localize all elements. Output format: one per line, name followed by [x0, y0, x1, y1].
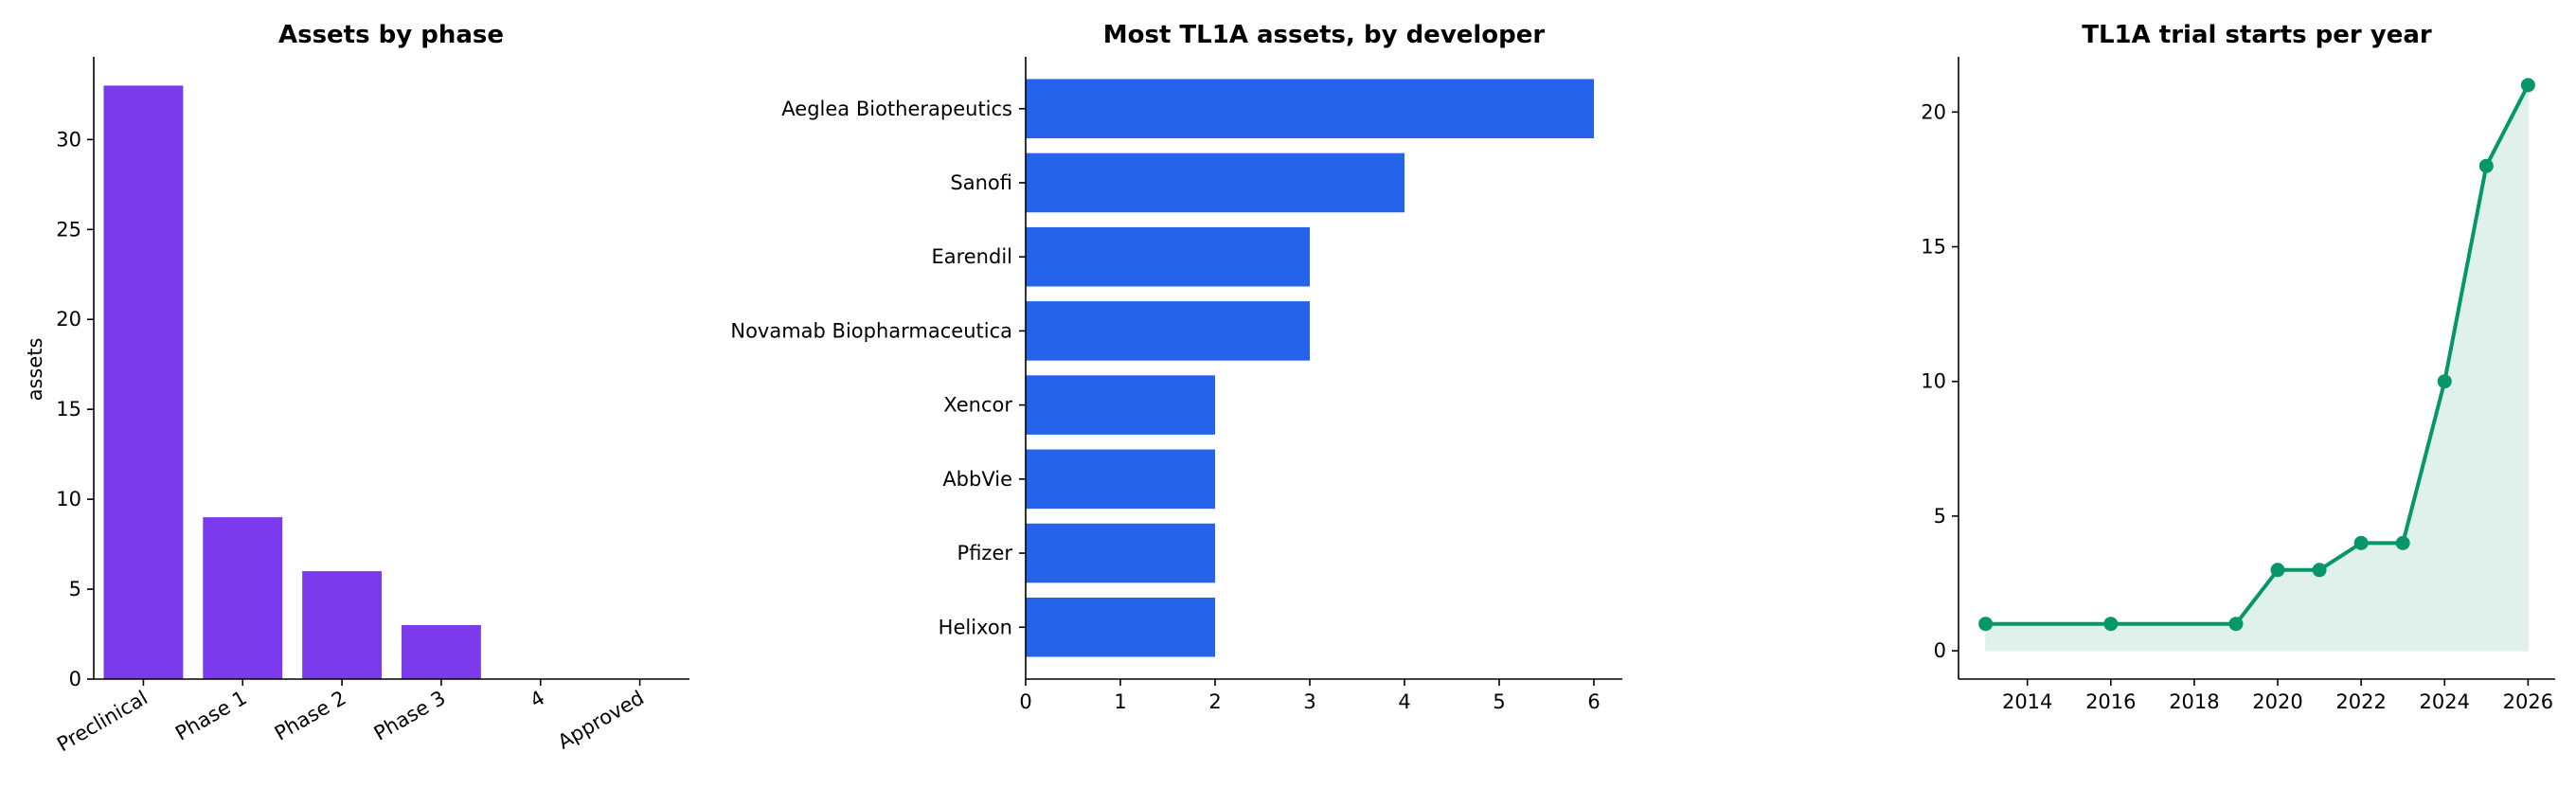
developer-bar-4	[1026, 375, 1215, 435]
phase-y-tick-label-5: 25	[56, 218, 81, 241]
phase-y-tick-label-3: 15	[56, 398, 81, 421]
phase-chart-ylabel: assets	[24, 338, 46, 402]
trial-starts-y-tick-label-0: 0	[1934, 639, 1946, 662]
developer-bar-5	[1026, 449, 1215, 510]
developer-y-tick-label-4: Xencor	[943, 394, 1012, 417]
trial-starts-y-tick-label-1: 5	[1934, 505, 1946, 528]
phase-bar-1	[203, 517, 283, 679]
trial-starts-point-2	[2228, 617, 2244, 632]
phase-x-tick-label-2: Phase 2	[271, 687, 350, 745]
phase-x-tick-label-3: Phase 3	[370, 687, 450, 745]
developer-y-tick-label-0: Aeglea Biotherapeutics	[781, 98, 1012, 120]
trial-starts-point-7	[2437, 374, 2452, 389]
trial-starts-y-tick-label-3: 15	[1921, 236, 1946, 259]
developer-bar-6	[1026, 523, 1215, 583]
trial-starts-line	[1985, 83, 2531, 626]
developer-y-tick-label-7: Helixon	[939, 616, 1012, 638]
trial-starts-x-ticks: 2014 2016 2018 2020 2022 2024 2026	[2002, 679, 2553, 713]
trial-starts-points	[1978, 78, 2535, 632]
phase-bar-2	[302, 571, 383, 679]
developer-chart-title: Most TL1A assets, by developer	[1103, 21, 1546, 49]
developer-x-tick-label-4: 4	[1398, 690, 1410, 713]
phase-x-tick-label-4: 4	[527, 687, 549, 712]
phase-y-tick-label-1: 5	[69, 578, 81, 600]
phase-y-tick-label-0: 0	[69, 668, 81, 690]
trial-starts-x-tick-label-4: 2022	[2335, 690, 2386, 713]
developer-x-tick-label-2: 2	[1208, 690, 1221, 713]
phase-chart-y-ticks: 0 5 10 15 20 25 30	[56, 128, 94, 690]
trial-starts-point-4	[2312, 563, 2327, 578]
trial-starts-x-tick-label-5: 2024	[2420, 690, 2470, 713]
developer-chart-x-ticks: 0 1 2 3 4 5 6	[1019, 679, 1601, 713]
trial-starts-point-3	[2270, 563, 2285, 578]
phase-bar-0	[103, 85, 184, 680]
developer-x-tick-label-3: 3	[1303, 690, 1315, 713]
phase-y-tick-label-4: 20	[56, 308, 81, 331]
developer-bar-1	[1026, 152, 1404, 213]
trial-starts-x-tick-label-1: 2016	[2085, 690, 2136, 713]
phase-bar-3	[401, 625, 481, 679]
trial-starts-x-tick-label-3: 2020	[2252, 690, 2302, 713]
phase-y-tick-label-6: 30	[56, 128, 81, 151]
developer-x-tick-label-1: 1	[1114, 690, 1126, 713]
trial-starts-point-8	[2478, 158, 2494, 173]
trial-starts-point-1	[2103, 617, 2119, 632]
phase-chart-x-ticks: Preclinical Phase 1 Phase 2 Phase 3 4 Approve…	[53, 679, 648, 756]
trial-starts-chart-title: TL1A trial starts per year	[2082, 21, 2432, 49]
developer-bar-0	[1026, 79, 1594, 139]
developer-x-tick-label-0: 0	[1019, 690, 1031, 713]
developer-x-tick-label-5: 5	[1493, 690, 1505, 713]
trial-starts-x-tick-label-6: 2026	[2503, 690, 2553, 713]
phase-chart-bars	[103, 85, 481, 680]
developer-y-tick-label-1: Sanofi	[950, 171, 1012, 194]
trial-starts-y-tick-label-4: 20	[1921, 100, 1946, 123]
developer-bar-2	[1026, 226, 1310, 287]
phase-x-tick-label-0: Preclinical	[53, 687, 152, 757]
phase-y-tick-label-2: 10	[56, 488, 81, 510]
developer-y-tick-label-3: Novamab Biopharmaceutica	[730, 319, 1012, 342]
phase-chart-panel: Assets by phase assets 0 5 10 15 20 25 30 Prec…	[24, 21, 689, 756]
trial-starts-y-ticks: 0 5 10 15 20	[1921, 100, 1959, 662]
trial-starts-point-6	[2395, 535, 2410, 550]
trial-starts-x-tick-label-0: 2014	[2002, 690, 2052, 713]
developer-y-tick-label-5: AbbVie	[942, 468, 1012, 491]
trial-starts-chart-panel: TL1A trial starts per year 0 5 10 15 20 2014…	[1921, 21, 2555, 713]
developer-chart-panel: Most TL1A assets, by developer Aeglea Bi…	[730, 21, 1622, 713]
trial-starts-point-0	[1978, 617, 1994, 632]
phase-chart-title: Assets by phase	[278, 21, 504, 49]
trial-starts-y-tick-label-2: 10	[1921, 370, 1946, 393]
trial-starts-point-5	[2353, 535, 2369, 550]
trial-starts-x-tick-label-2: 2018	[2169, 690, 2219, 713]
developer-chart-bars	[1026, 79, 1594, 657]
developer-chart-y-ticks: Aeglea Biotherapeutics Sanofi Earendil Nova…	[730, 98, 1026, 638]
developer-bar-7	[1026, 597, 1215, 657]
developer-y-tick-label-2: Earendil	[931, 245, 1012, 268]
phase-x-tick-label-5: Approved	[554, 687, 648, 754]
developer-y-tick-label-6: Pfizer	[957, 542, 1013, 564]
trial-starts-point-9	[2520, 78, 2535, 93]
developer-x-tick-label-6: 6	[1587, 690, 1600, 713]
phase-x-tick-label-1: Phase 1	[171, 687, 251, 745]
developer-bar-3	[1026, 301, 1310, 361]
